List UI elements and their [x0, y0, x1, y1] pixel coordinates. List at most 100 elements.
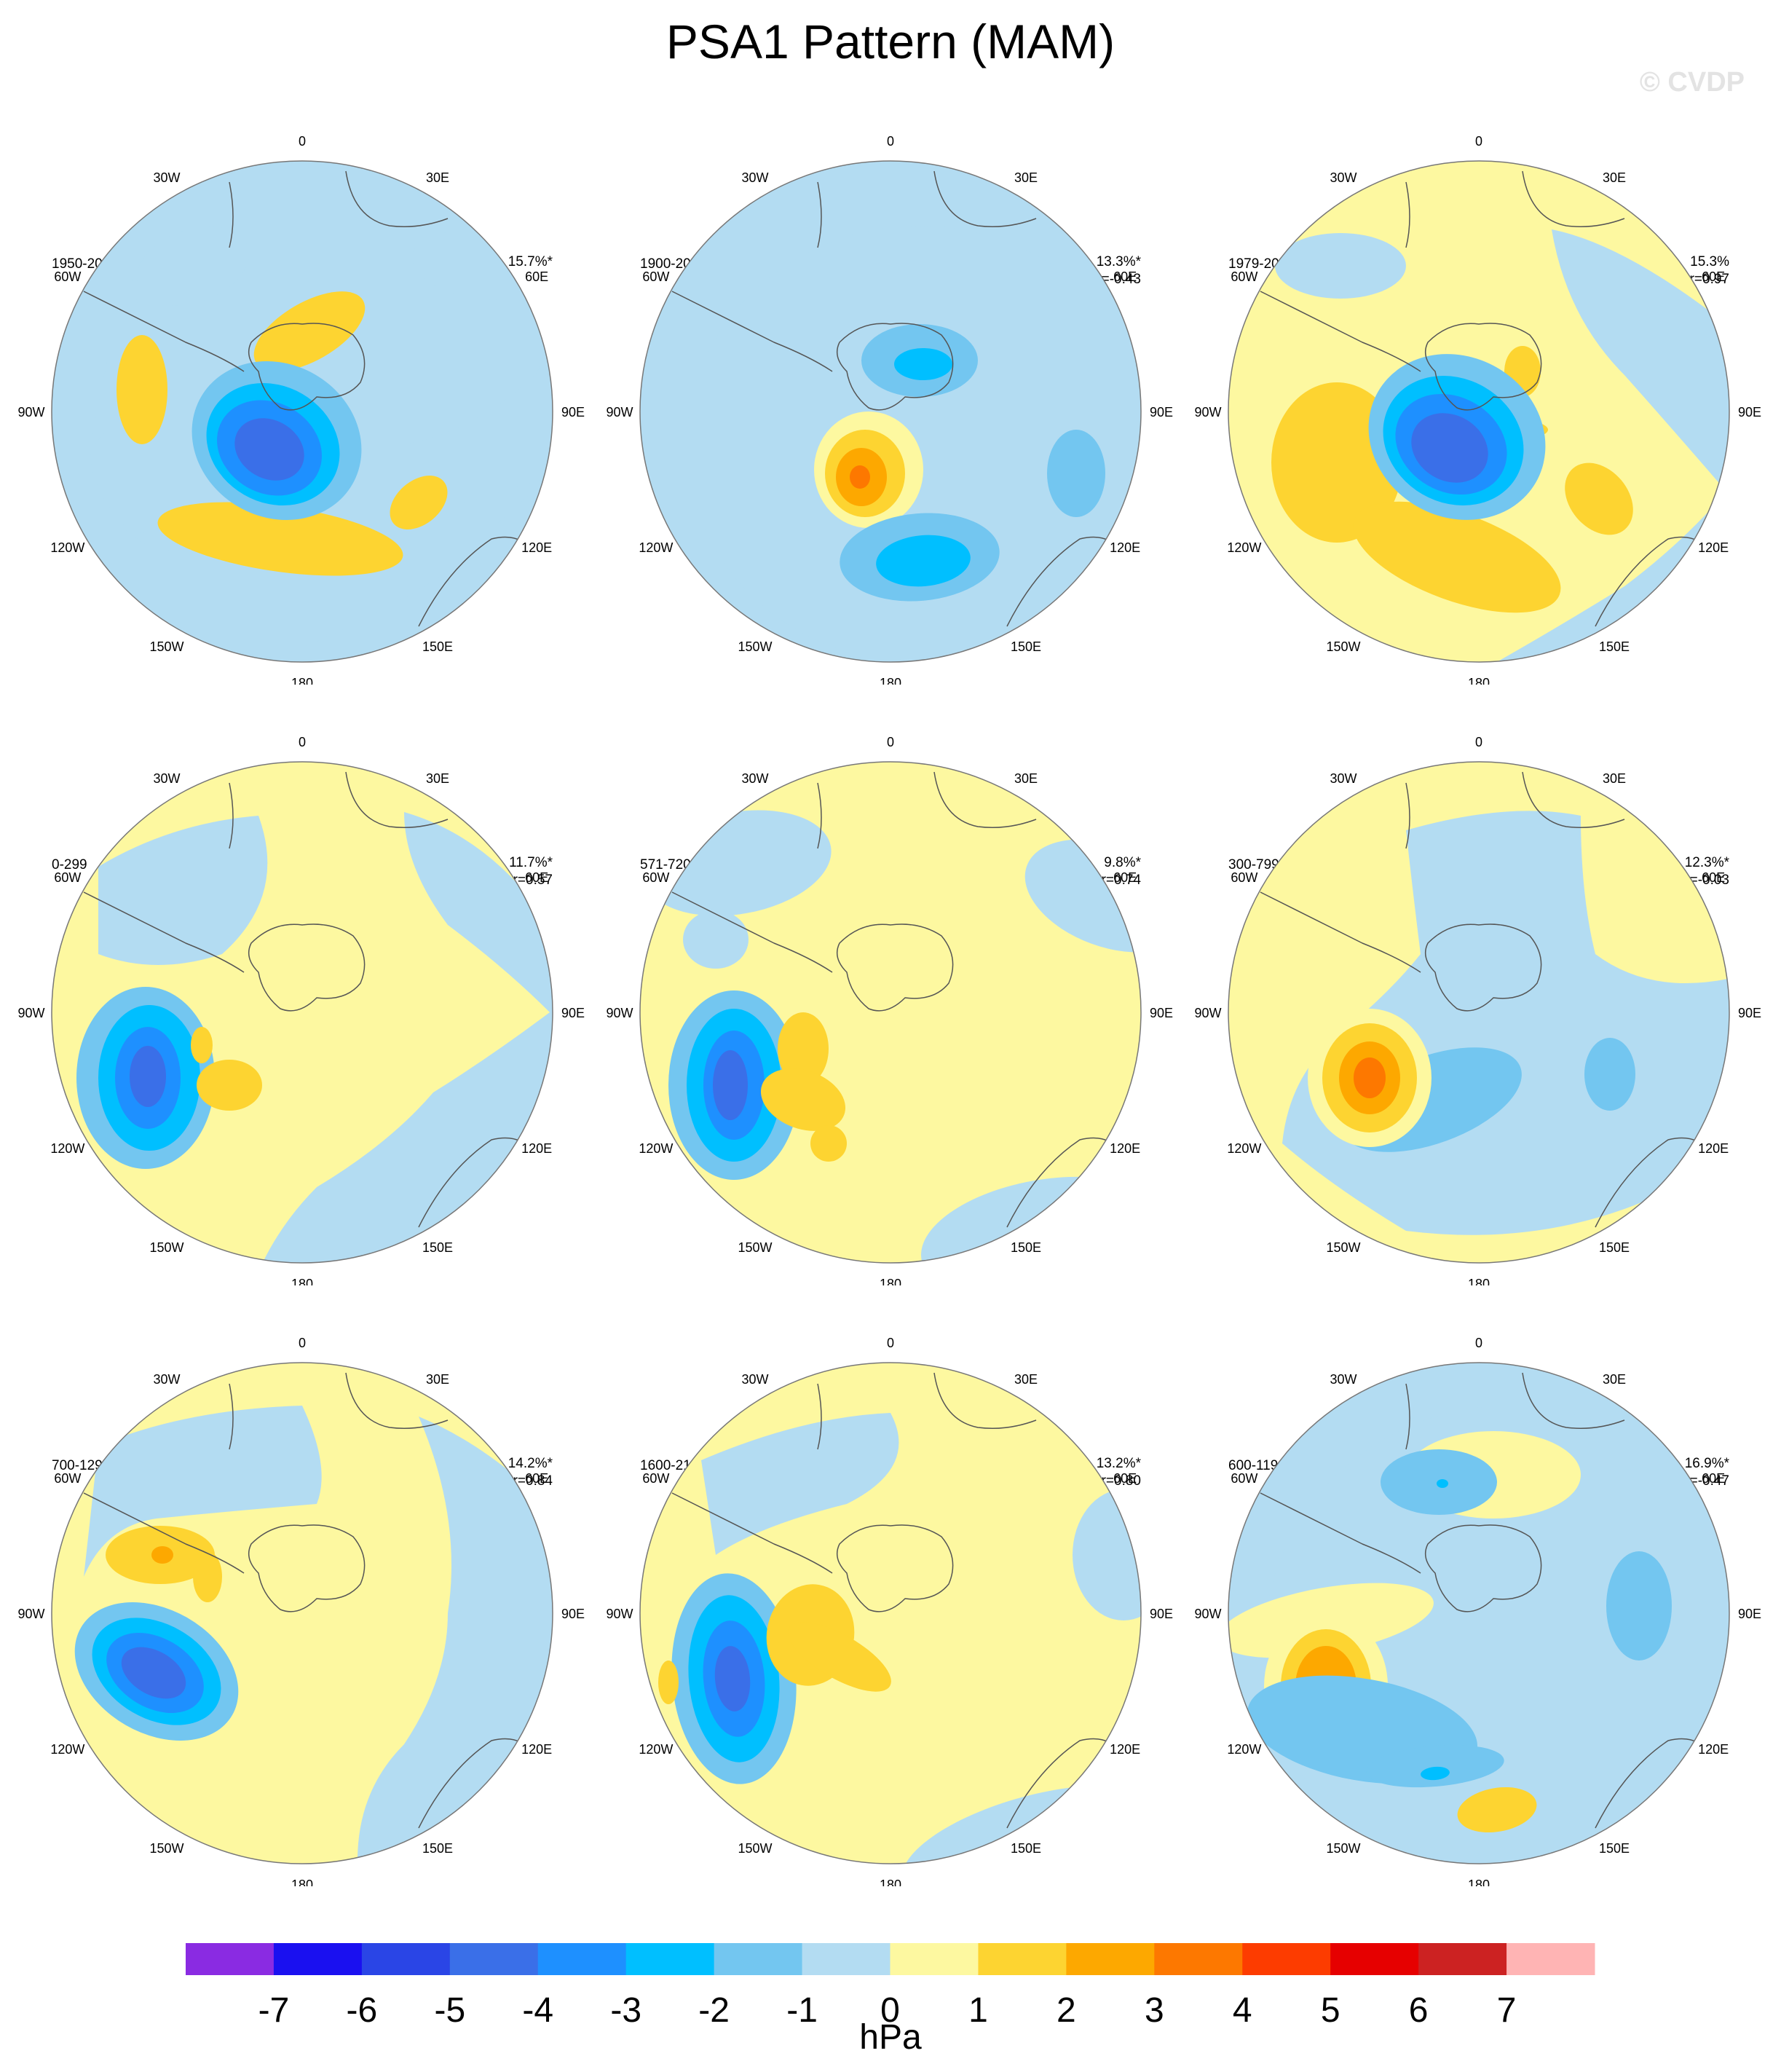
- contour-region: [1353, 501, 1561, 613]
- colorbar-tick-label: -3: [610, 1991, 641, 2030]
- longitude-label: 90W: [17, 1006, 44, 1020]
- longitude-label: 150E: [422, 1841, 453, 1856]
- longitude-label: 0: [299, 134, 306, 149]
- contour-region: [121, 1647, 186, 1699]
- longitude-label: 90E: [561, 1607, 585, 1621]
- colorbar-tick-label: -6: [347, 1991, 378, 2030]
- colorbar-swatch: [1066, 1943, 1155, 1975]
- contour-region: [197, 1060, 262, 1111]
- longitude-label: 180: [1468, 676, 1490, 685]
- longitude-label: 0: [887, 1336, 894, 1350]
- longitude-label: 30E: [1014, 1372, 1038, 1387]
- map-border: [51, 761, 553, 1264]
- longitude-label: 120E: [1698, 1141, 1729, 1156]
- colorbar-swatch: [1330, 1943, 1419, 1975]
- panel-stats: 9.8%* r=0.74: [1102, 854, 1141, 889]
- africa-coastline: [229, 170, 449, 248]
- longitude-label: 120E: [521, 1742, 552, 1757]
- contour-region: [894, 348, 952, 380]
- longitude-label: 120W: [1227, 540, 1261, 555]
- longitude-label: 30E: [1014, 771, 1038, 786]
- map-border: [639, 160, 1142, 663]
- polar-map: 0 30E 60E 90E 120E 150E 180 150W 120W 90W 60W 30W: [606, 134, 1173, 685]
- longitude-label: 150E: [1011, 639, 1041, 654]
- antarctica-coastline: [1424, 1524, 1542, 1612]
- longitude-label: 180: [291, 676, 313, 685]
- colorbar-unit-label: hPa: [859, 2018, 922, 2057]
- longitude-label: 150W: [738, 1841, 772, 1856]
- longitude-label: 60W: [1231, 269, 1257, 284]
- panel-variance: 14.2%*: [508, 1456, 553, 1471]
- longitude-label: 120W: [639, 1141, 673, 1156]
- longitude-label: 90E: [1738, 405, 1761, 419]
- longitude-label: 60E: [1113, 269, 1137, 284]
- polar-map: 0 30E 60E 90E 120E 150E 180 150W 120W 90W 60W 30W: [17, 735, 585, 1285]
- colorbar-tick-label: 6: [1409, 1991, 1429, 2030]
- panel-variance: 15.7%*: [508, 254, 553, 269]
- panel-correlation: r=0.80: [1101, 1473, 1141, 1489]
- longitude-label: 150E: [422, 1240, 453, 1255]
- polar-map: 0 30E 60E 90E 120E 150E 180 150W 120W 90W 60W 30W: [1194, 1336, 1761, 1886]
- colorbar-tick-label: -5: [434, 1991, 465, 2030]
- longitude-label: 180: [1468, 1878, 1490, 1886]
- longitude-label: 90W: [606, 405, 633, 419]
- south-america-coastline: [1260, 891, 1421, 973]
- contour-region: [253, 291, 366, 371]
- panel-stats: 13.2%* r=0.80: [1097, 1455, 1141, 1490]
- colorbar-tick-label: 4: [1233, 1991, 1252, 2030]
- longitude-label: 60E: [525, 269, 548, 284]
- contour-region: [98, 816, 268, 965]
- contour-region: [658, 1661, 679, 1704]
- longitude-label: 150W: [738, 639, 772, 654]
- longitude-label: 60W: [1231, 870, 1257, 885]
- longitude-label: 30E: [1603, 170, 1626, 185]
- panel-correlation: r=0.97: [1689, 272, 1729, 287]
- south-america-coastline: [671, 291, 833, 372]
- map-border: [639, 1362, 1142, 1864]
- contour-region: [191, 1027, 213, 1063]
- colorbar-swatch: [1242, 1943, 1331, 1975]
- longitude-label: 150E: [1599, 1240, 1630, 1255]
- africa-coastline: [1405, 170, 1625, 248]
- longitude-label: 180: [880, 676, 901, 685]
- map-border: [1228, 761, 1730, 1264]
- panel-correlation: r=0.74: [1101, 872, 1141, 888]
- longitude-label: 150E: [1011, 1240, 1041, 1255]
- panel-stats: 15.3% r=0.97: [1690, 253, 1729, 288]
- contour-region: [788, 1622, 891, 1692]
- map-border: [1228, 160, 1730, 663]
- panel-stats: 11.7%* r=0.57: [509, 854, 553, 889]
- colorbar-swatch: [1154, 1943, 1243, 1975]
- longitude-label: 60W: [642, 269, 669, 284]
- longitude-label: 30E: [1603, 771, 1626, 786]
- longitude-label: 90W: [1194, 1006, 1221, 1020]
- longitude-label: 150W: [149, 1240, 183, 1255]
- longitude-label: 30W: [153, 1372, 180, 1387]
- map-border: [51, 1362, 553, 1864]
- south-america-coastline: [83, 291, 245, 372]
- longitude-label: 90E: [561, 1006, 585, 1020]
- antarctica-coastline: [248, 923, 366, 1012]
- watermark: © CVDP: [1639, 67, 1745, 98]
- colorbar-swatch: [890, 1943, 979, 1975]
- panel-variance: 13.2%*: [1096, 1456, 1141, 1471]
- panel-variance: 12.3%*: [1684, 855, 1729, 870]
- longitude-label: 120W: [50, 540, 84, 555]
- longitude-label: 90W: [17, 405, 44, 419]
- polar-map: 0 30E 60E 90E 120E 150E 180 150W 120W 90W 60W 30W: [606, 1336, 1173, 1886]
- contour-region: [876, 535, 971, 587]
- longitude-label: 90E: [1150, 1607, 1173, 1621]
- panel-correlation: r=0.57: [513, 872, 553, 888]
- longitude-label: 150W: [149, 639, 183, 654]
- longitude-label: 0: [299, 1336, 306, 1350]
- panel-correlation: r=0.84: [513, 1473, 553, 1489]
- longitude-label: 60E: [1113, 870, 1137, 885]
- contour-region: [1073, 1489, 1141, 1620]
- antarctica-coastline: [248, 1524, 366, 1612]
- longitude-label: 60W: [54, 870, 81, 885]
- contour-region: [234, 418, 304, 481]
- contour-region: [117, 335, 167, 444]
- africa-coastline: [1405, 771, 1625, 849]
- longitude-label: 30W: [1330, 771, 1357, 786]
